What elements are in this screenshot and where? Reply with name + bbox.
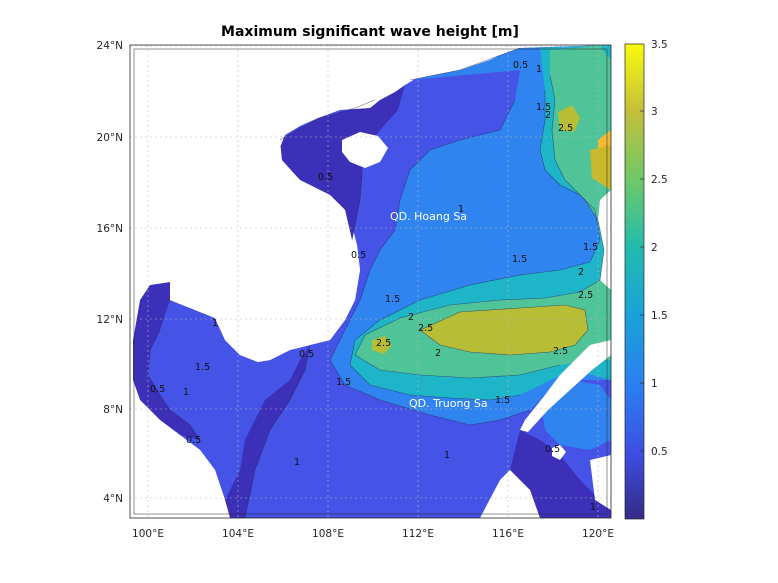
place-label-truong-sa: QD. Truong Sa bbox=[409, 397, 488, 410]
contour-label: 1.5 bbox=[336, 377, 351, 388]
land-borneo bbox=[480, 470, 540, 518]
contour-label: 2 bbox=[578, 267, 584, 278]
lat-tick: 24°N bbox=[97, 40, 123, 52]
lat-tick: 12°N bbox=[97, 314, 123, 326]
colorbar-tick-label: 2.5 bbox=[651, 174, 668, 186]
wave-level-3-region-west bbox=[372, 336, 392, 354]
wave-level-0-5-south bbox=[225, 345, 310, 518]
contour-label: 0.5 bbox=[545, 444, 560, 455]
contour-label: 1.5 bbox=[195, 362, 210, 373]
land-masses bbox=[130, 45, 611, 518]
colorbar-tick-label: 1.5 bbox=[651, 310, 668, 322]
grid-lines bbox=[130, 45, 611, 518]
contour-label: 1.5 bbox=[385, 294, 400, 305]
contour-label: 1.5 bbox=[583, 242, 598, 253]
contour-label: 1 bbox=[536, 64, 542, 75]
contour-label: 1 bbox=[590, 502, 596, 513]
contour-label: 1.5 bbox=[536, 102, 551, 113]
lon-tick: 120°E bbox=[582, 528, 614, 540]
wave-level-3-region-luzon bbox=[590, 145, 611, 190]
lat-tick: 4°N bbox=[103, 493, 123, 505]
land-malay-peninsula bbox=[130, 375, 230, 518]
contour-lines bbox=[147, 47, 605, 518]
contour-label: 2 bbox=[545, 110, 551, 121]
contour-label: 2.5 bbox=[553, 346, 568, 357]
contour-label: 1 bbox=[294, 457, 300, 468]
contour-label: 2 bbox=[435, 348, 441, 359]
map-area: 0.5 0.5 0.5 0.5 0.5 0.5 0.5 1 1 1 1 1 1 … bbox=[130, 45, 611, 518]
colorbar-tick-label: 3 bbox=[651, 106, 658, 118]
lon-tick: 100°E bbox=[132, 528, 164, 540]
map-title: Maximum significant wave height [m] bbox=[221, 24, 519, 40]
colorbar-gradient bbox=[624, 43, 645, 520]
land-indochina bbox=[130, 160, 360, 362]
lon-tick: 116°E bbox=[492, 528, 524, 540]
lon-tick: 108°E bbox=[312, 528, 344, 540]
contour-label: 1 bbox=[444, 450, 450, 461]
colorbar-tick-label: 2 bbox=[651, 242, 658, 254]
lat-tick: 16°N bbox=[97, 223, 123, 235]
land-luzon bbox=[598, 190, 611, 290]
contour-label: 1 bbox=[183, 387, 189, 398]
wave-level-0-5-borneo bbox=[510, 430, 611, 518]
colorbar-tick-label: 3.5 bbox=[651, 39, 668, 51]
contour-label: 2.5 bbox=[376, 338, 391, 349]
colorbar-ticks bbox=[640, 110, 644, 452]
contour-label: 2.5 bbox=[578, 290, 593, 301]
lon-tick: 104°E bbox=[222, 528, 254, 540]
place-label-hoang-sa: QD. Hoang Sa bbox=[390, 210, 467, 223]
land-hainan bbox=[342, 132, 388, 168]
colorbar-tick-label: 0.5 bbox=[651, 446, 668, 458]
contour-label: 0.5 bbox=[186, 435, 201, 446]
contour-label: 1.5 bbox=[495, 395, 510, 406]
wave-level-0-5-gulf bbox=[280, 85, 405, 240]
contour-label: 0.5 bbox=[351, 250, 366, 261]
contour-label: 0.5 bbox=[318, 172, 333, 183]
contour-label: 2 bbox=[408, 312, 414, 323]
lat-tick-labels: 24°N 20°N 16°N 12°N 8°N 4°N bbox=[97, 40, 123, 505]
land-china-north bbox=[130, 45, 520, 165]
colorbar-tick-label: 1 bbox=[651, 378, 658, 390]
map-frame bbox=[129, 44, 612, 519]
lat-tick: 8°N bbox=[103, 404, 123, 416]
contour-labels: 0.5 0.5 0.5 0.5 0.5 0.5 0.5 1 1 1 1 1 1 … bbox=[150, 60, 598, 513]
wave-level-3-region-north bbox=[558, 105, 580, 132]
colorbar: 0.5 1 1.5 2 2.5 3 3.5 bbox=[624, 39, 668, 520]
wave-level-0-5-thai-gulf bbox=[133, 282, 200, 440]
contour-label: 0.5 bbox=[299, 349, 314, 360]
contour-label: 1 bbox=[458, 204, 464, 215]
wave-level-3-region bbox=[420, 305, 588, 355]
land-mindanao bbox=[590, 455, 611, 510]
map-frame-inner bbox=[133, 48, 608, 515]
contour-label: 2.5 bbox=[558, 123, 573, 134]
contour-label: 0.5 bbox=[150, 384, 165, 395]
lat-tick: 20°N bbox=[97, 132, 123, 144]
land-sulu bbox=[552, 445, 566, 460]
contour-label: 2.5 bbox=[418, 323, 433, 334]
lon-tick: 112°E bbox=[402, 528, 434, 540]
contour-label: 1.5 bbox=[512, 254, 527, 265]
contour-label: 0.5 bbox=[513, 60, 528, 71]
contour-label: 1 bbox=[212, 318, 218, 329]
lon-tick-labels: 100°E 104°E 108°E 112°E 116°E 120°E bbox=[132, 528, 614, 540]
land-palawan bbox=[520, 340, 611, 432]
